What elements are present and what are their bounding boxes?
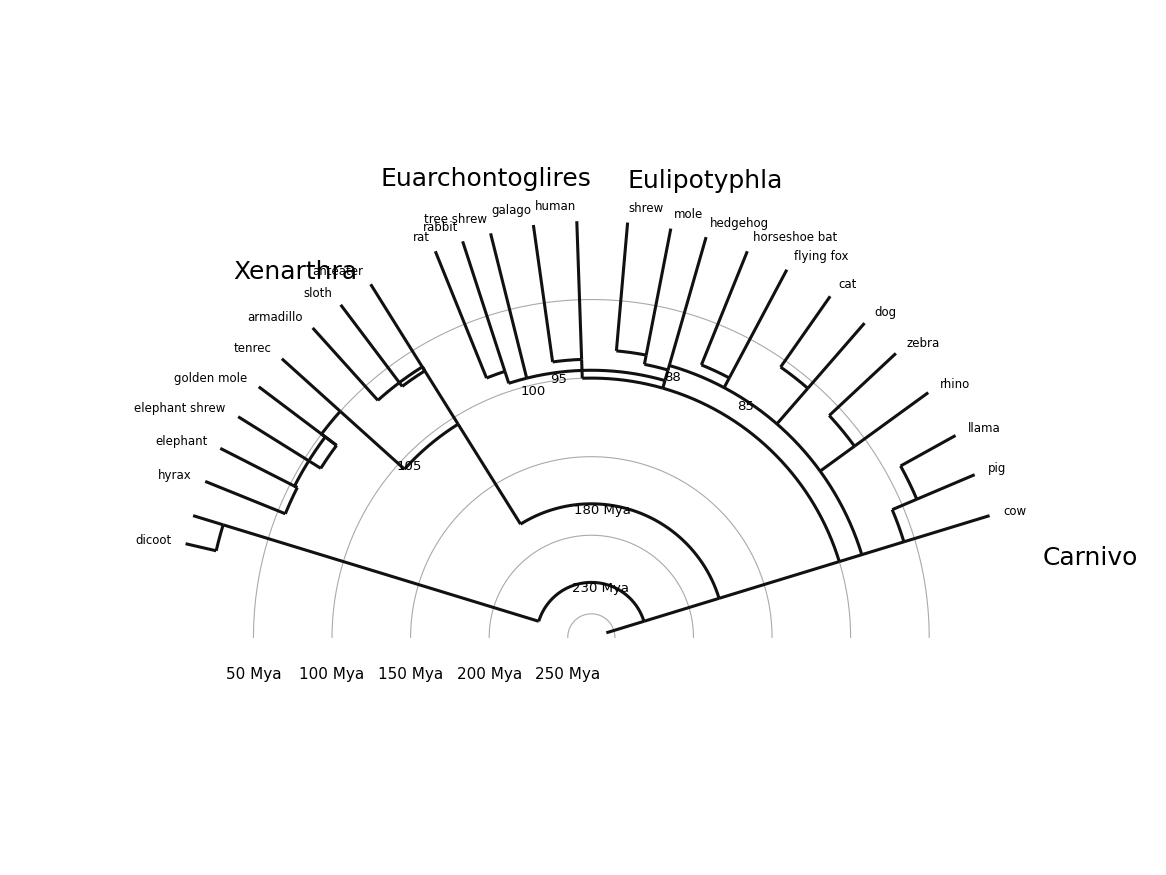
Text: hedgehog: hedgehog [710,217,770,229]
Text: 100 Mya: 100 Mya [300,667,365,682]
Text: horseshoe bat: horseshoe bat [753,231,837,244]
Text: dicoot: dicoot [135,534,171,547]
Text: 50 Mya: 50 Mya [226,667,281,682]
Text: armadillo: armadillo [247,311,303,324]
Text: flying fox: flying fox [794,250,848,263]
Text: 250 Mya: 250 Mya [535,667,600,682]
Text: 88: 88 [665,371,681,384]
Text: cat: cat [838,278,857,290]
Text: tenrec: tenrec [233,342,271,355]
Text: rhino: rhino [940,377,970,390]
Text: cow: cow [1004,505,1026,518]
Text: 85: 85 [737,400,754,413]
Text: pig: pig [988,463,1006,475]
Text: tree shrew: tree shrew [424,213,487,226]
Text: llama: llama [968,422,1002,435]
Text: anteater: anteater [312,265,363,278]
Text: shrew: shrew [628,201,665,214]
Text: 200 Mya: 200 Mya [457,667,522,682]
Text: Euarchontoglires: Euarchontoglires [380,167,591,191]
Text: human: human [535,200,576,214]
Text: Eulipotyphla: Eulipotyphla [627,169,782,192]
Text: dog: dog [874,305,897,318]
Text: golden mole: golden mole [174,372,247,384]
Text: sloth: sloth [303,287,332,299]
Text: galago: galago [491,204,532,217]
Text: 95: 95 [550,373,567,386]
Text: rabbit: rabbit [423,221,458,234]
Text: zebra: zebra [906,337,940,350]
Text: mole: mole [674,207,703,220]
Text: 230 Mya: 230 Mya [573,583,630,595]
Text: 180 Mya: 180 Mya [574,504,631,517]
Text: Xenarthra: Xenarthra [233,260,357,284]
Text: rat: rat [413,231,430,244]
Text: 100: 100 [520,385,546,398]
Text: 105: 105 [396,459,422,472]
Text: elephant shrew: elephant shrew [134,402,226,416]
Text: elephant: elephant [155,435,208,448]
Text: Carnivo: Carnivo [1042,546,1138,570]
Text: hyrax: hyrax [157,469,191,482]
Text: 150 Mya: 150 Mya [378,667,443,682]
